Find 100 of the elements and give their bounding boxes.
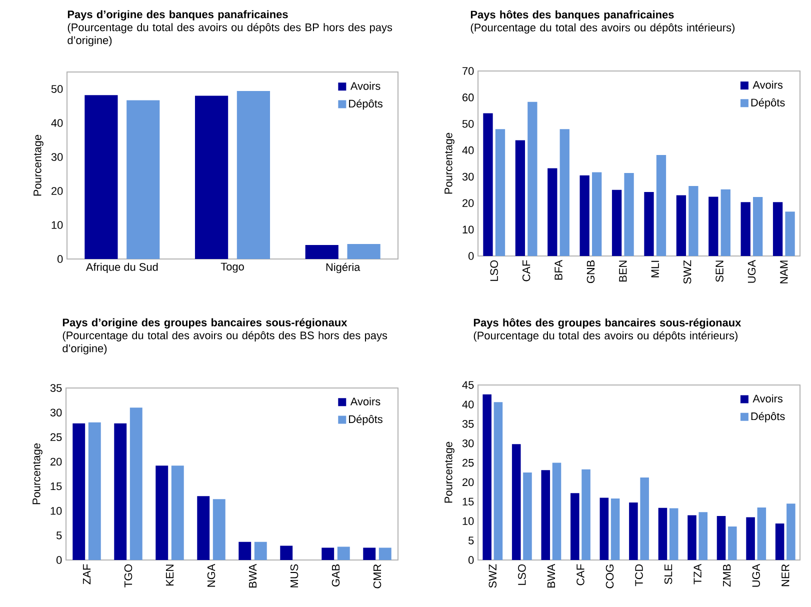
bar	[658, 508, 668, 560]
y-tick-label: 30	[462, 172, 474, 181]
x-tick-label: GAB	[332, 564, 340, 586]
y-tick-label: 30	[462, 439, 474, 448]
bar	[612, 190, 622, 256]
bar	[720, 189, 730, 256]
bar	[757, 508, 766, 560]
bar	[280, 546, 293, 560]
x-tick-label: BEN	[619, 260, 627, 282]
y-tick-label: 20	[50, 458, 62, 466]
bar	[624, 173, 634, 256]
bar	[740, 202, 750, 256]
x-tick-label: LSO	[490, 260, 498, 281]
bar	[72, 423, 86, 560]
y-tick-label: 0	[468, 556, 474, 564]
y-tick-label: 0	[57, 255, 63, 263]
y-axis-title: Pourcentage	[32, 443, 42, 504]
legend-label: Avoirs	[350, 82, 380, 90]
y-tick-label: 40	[462, 146, 474, 154]
bar	[775, 523, 784, 560]
bar	[728, 526, 737, 560]
y-tick-label: 10	[52, 221, 63, 229]
bar	[786, 504, 796, 560]
y-tick-label: 15	[462, 498, 474, 506]
y-tick-label: 25	[50, 433, 62, 442]
legend-label: Dépôts	[349, 414, 382, 426]
x-tick-label: Nigéria	[326, 262, 360, 274]
x-tick-label: LSO	[518, 564, 526, 585]
x-tick-label: BWA	[248, 564, 257, 588]
x-tick-label: CMR	[373, 564, 382, 588]
x-tick-label: TGO	[124, 564, 132, 588]
y-tick-label: 20	[52, 187, 63, 195]
y-tick-label: 10	[50, 506, 62, 515]
bar	[746, 517, 755, 560]
y-tick-label: 30	[51, 153, 63, 161]
bar	[494, 402, 503, 560]
bar	[194, 96, 228, 259]
x-tick-label: KEN	[166, 564, 174, 586]
bar	[88, 422, 101, 560]
x-tick-label: SLE	[664, 564, 672, 584]
y-tick-label: 15	[50, 482, 62, 490]
bar	[523, 472, 532, 560]
bar	[772, 202, 783, 256]
y-axis-title: Pourcentage	[444, 132, 454, 194]
bar	[676, 195, 686, 256]
legend-label: Dépôts	[751, 412, 785, 422]
legend-label: Dépôts	[349, 99, 382, 110]
x-tick-label: NER	[782, 564, 790, 586]
bar	[580, 175, 590, 256]
bar	[238, 542, 252, 560]
bar	[688, 186, 698, 256]
y-tick-label: 40	[51, 119, 63, 127]
y-tick-label: 50	[462, 120, 474, 128]
x-tick-label: UGA	[752, 564, 760, 587]
bar	[552, 462, 562, 560]
x-tick-label: SWZ	[683, 260, 692, 284]
bar	[378, 548, 392, 560]
bar	[236, 91, 270, 259]
bar	[708, 196, 718, 256]
bar	[197, 496, 210, 560]
y-tick-label: 10	[462, 517, 474, 525]
y-tick-label: 50	[51, 85, 63, 93]
bar	[482, 394, 492, 560]
bar	[156, 466, 168, 560]
bar	[570, 493, 580, 560]
bar	[254, 542, 267, 560]
x-tick-label: ZMB	[723, 564, 731, 587]
x-tick-label: TCD	[635, 564, 643, 586]
bar	[785, 212, 795, 256]
bar	[212, 499, 226, 560]
chart-title: Pays hôtes des banques panafricaines	[470, 10, 674, 21]
bar	[716, 516, 726, 560]
y-tick-label: 70	[462, 67, 474, 75]
y-tick-label: 0	[468, 252, 474, 260]
bar	[644, 192, 654, 256]
x-tick-label: CAF	[522, 260, 530, 282]
y-tick-label: 20	[462, 478, 474, 486]
y-tick-label: 20	[462, 199, 474, 208]
legend-label: Avoirs	[350, 397, 380, 406]
chart-title: Pays hôtes des groupes bancaires sous-régionaux	[474, 318, 742, 329]
chart-subtitle: (Pourcentage du total des avoirs ou dépôts intérieurs)	[470, 23, 734, 34]
y-tick-label: 5	[56, 532, 62, 540]
y-tick-label: 10	[462, 226, 474, 234]
y-tick-label: 25	[462, 458, 474, 467]
x-tick-label: UGA	[748, 260, 756, 283]
bar	[528, 102, 538, 256]
bar	[114, 423, 127, 560]
bar	[600, 498, 609, 560]
y-tick-label: 5	[468, 536, 474, 544]
x-tick-label: BWA	[547, 564, 555, 588]
bar	[592, 172, 602, 256]
bar	[84, 95, 118, 259]
bar	[656, 155, 666, 256]
legend-label: Dépôts	[751, 98, 785, 109]
bar	[337, 546, 350, 560]
bar	[698, 512, 708, 560]
legend-label: Avoirs	[752, 394, 783, 402]
x-tick-label: NAM	[780, 260, 788, 284]
x-tick-label: GNB	[586, 260, 595, 284]
bar	[688, 515, 696, 560]
